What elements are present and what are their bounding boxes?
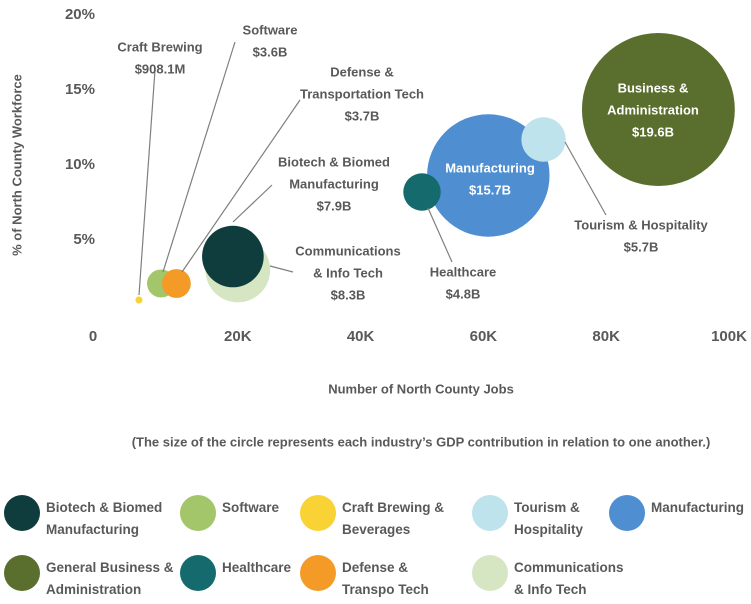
bubble-value-label: $8.3B	[331, 287, 366, 302]
bubble-value-label: $3.6B	[253, 44, 288, 59]
bubble-label: & Info Tech	[313, 265, 383, 280]
bubble-label: Biotech & Biomed	[278, 154, 390, 169]
bubble	[135, 296, 143, 304]
legend-swatch	[4, 555, 40, 591]
legend-item: Healthcare	[180, 555, 322, 591]
legend-item: Craft Brewing & Beverages	[300, 495, 462, 541]
legend-item: Defense & Transpo Tech	[300, 555, 462, 601]
legend-label: Manufacturing	[651, 500, 744, 515]
bubble	[521, 117, 566, 162]
legend-item: Biotech & Biomed Manufacturing	[4, 495, 186, 541]
x-tick-label: 0	[89, 328, 97, 345]
leader-line	[269, 265, 294, 273]
bubble-value-label: $3.7B	[345, 108, 380, 123]
leader-line	[181, 99, 301, 273]
legend-label: Healthcare	[222, 560, 292, 575]
bubble-value-label: $7.9B	[317, 198, 352, 213]
x-tick-label: 40K	[347, 328, 375, 345]
bubble	[403, 173, 441, 211]
legend-label: General Business & Administration	[46, 560, 174, 597]
bubble	[581, 33, 735, 186]
legend-label: Craft Brewing & Beverages	[342, 500, 445, 537]
bubble-label: Tourism & Hospitality	[574, 217, 708, 232]
legend-swatch	[300, 495, 336, 531]
x-tick-label: 100K	[711, 328, 747, 345]
bubble-label: Manufacturing	[445, 160, 535, 175]
y-tick-label: 10%	[65, 156, 95, 173]
bubble	[161, 269, 191, 298]
leader-line	[138, 69, 156, 296]
legend-item: Tourism & Hospitality	[472, 495, 614, 541]
bubble-value-label: $19.6B	[632, 124, 674, 139]
legend-swatch	[609, 495, 645, 531]
y-tick-label: 5%	[73, 231, 95, 248]
legend-item: Manufacturing	[609, 495, 751, 531]
bubble-label: Business &	[618, 80, 689, 95]
legend-item: Communications & Info Tech	[472, 555, 624, 601]
legend-label: Tourism & Hospitality	[514, 500, 584, 537]
legend-swatch	[180, 555, 216, 591]
bubble-label: Transportation Tech	[300, 86, 424, 101]
legend-label: Biotech & Biomed Manufacturing	[46, 500, 163, 537]
y-tick-label: 15%	[65, 81, 95, 98]
legend-swatch	[472, 495, 508, 531]
legend-swatch	[472, 555, 508, 591]
leader-line	[232, 184, 273, 223]
bubble-label: Craft Brewing	[117, 39, 202, 54]
bubble-label: Administration	[607, 102, 699, 117]
x-tick-label: 60K	[470, 328, 498, 345]
bubble-label: Communications	[295, 243, 400, 258]
legend-label: Software	[222, 500, 280, 515]
bubble-value-label: $908.1M	[135, 61, 186, 76]
x-tick-label: 20K	[224, 328, 252, 345]
legend-swatch	[4, 495, 40, 531]
legend-item: General Business & Administration	[4, 555, 186, 601]
bubble	[427, 114, 550, 237]
note: (The size of the circle represents each …	[132, 434, 711, 449]
y-tick-label: 20%	[65, 6, 95, 23]
legend-item: Software	[180, 495, 322, 531]
legend-label: Defense & Transpo Tech	[342, 560, 429, 597]
x-tick-label: 80K	[592, 328, 620, 345]
bubble-label: Defense &	[330, 64, 394, 79]
leader-line	[162, 41, 236, 273]
legend-swatch	[180, 495, 216, 531]
leader-line	[427, 207, 453, 263]
bubble-value-label: $4.8B	[446, 286, 481, 301]
legend-swatch	[300, 555, 336, 591]
legend-label: Communications & Info Tech	[514, 560, 624, 597]
bubble	[202, 225, 264, 288]
y-axis-label: % of North County Workforce	[9, 74, 24, 256]
x-axis-label: Number of North County Jobs	[328, 381, 514, 396]
chart: % of North County Workforce Number of No…	[9, 6, 747, 449]
bubble-label: Manufacturing	[289, 176, 379, 191]
leader-line	[564, 141, 607, 216]
bubble-label: Software	[243, 22, 298, 37]
bubble-value-label: $15.7B	[469, 182, 511, 197]
bubble-value-label: $5.7B	[624, 239, 659, 254]
bubble-label: Healthcare	[430, 264, 496, 279]
